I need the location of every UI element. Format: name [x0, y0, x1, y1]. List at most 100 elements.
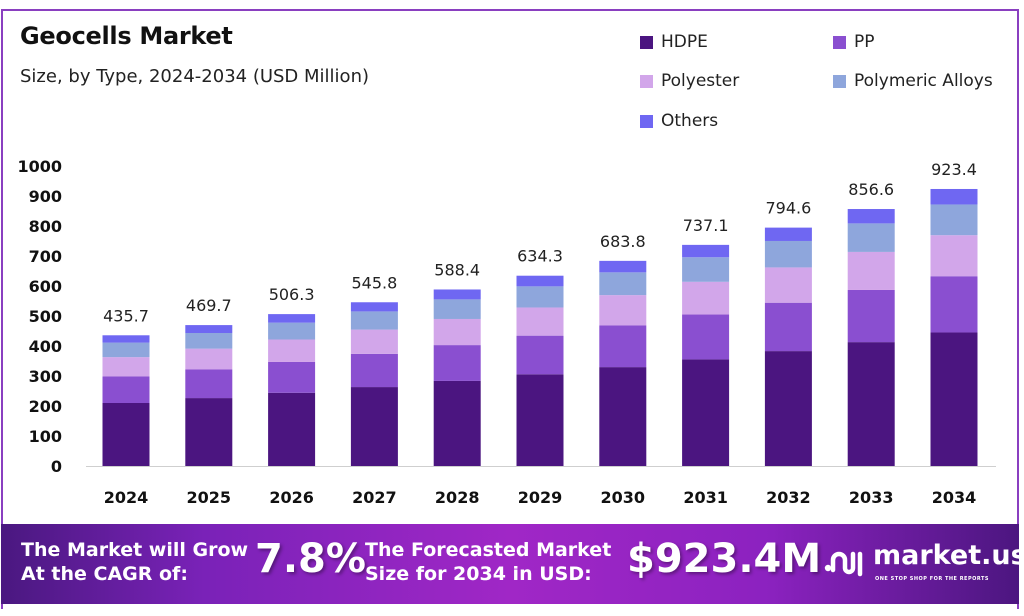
- bar-segment-hdpe: [268, 392, 316, 466]
- bar-segment-pp: [682, 314, 730, 360]
- chart-title: Geocells Market: [20, 22, 233, 50]
- bar-segment-pp: [599, 325, 647, 368]
- bar-segment-hdpe: [516, 374, 564, 466]
- bar-segment-polymeric-alloys: [350, 311, 398, 330]
- legend-swatch-polymeric-alloys: [833, 74, 846, 88]
- y-tick-label: 1000: [17, 157, 62, 176]
- legend-label-polymeric-alloys: Polymeric Alloys: [854, 71, 993, 91]
- bar-segment-others: [185, 325, 233, 334]
- bar-total-label: 506.3: [269, 285, 315, 304]
- x-tick-label: 2028: [435, 488, 480, 507]
- legend-swatch-pp: [833, 35, 846, 49]
- bar-segment-polyester: [433, 318, 481, 346]
- bar-segment-polymeric-alloys: [930, 204, 978, 236]
- legend-item-hdpe: HDPE: [640, 32, 708, 52]
- bar-segment-hdpe: [102, 403, 150, 466]
- bar-total-label: 588.4: [434, 260, 480, 279]
- y-tick-label: 500: [29, 307, 62, 326]
- bar-total-label: 469.7: [186, 296, 232, 315]
- bar-total-label: 737.1: [683, 216, 729, 235]
- legend-label-pp: PP: [854, 32, 875, 52]
- bar-segment-pp: [764, 302, 812, 352]
- bar-total-label: 634.3: [517, 247, 563, 266]
- x-tick-label: 2033: [849, 488, 894, 507]
- chart-frame: [1, 9, 1019, 609]
- bar-segment-polyester: [764, 267, 812, 303]
- y-tick-label: 300: [29, 367, 62, 386]
- x-tick-label: 2030: [601, 488, 646, 507]
- bar-segment-others: [764, 227, 812, 241]
- bar-total-label: 683.8: [600, 232, 646, 251]
- y-tick-label: 200: [29, 397, 62, 416]
- bar-segment-pp: [268, 361, 316, 393]
- bar-segment-polyester: [268, 339, 316, 362]
- legend-label-hdpe: HDPE: [661, 32, 708, 52]
- bar-segment-polymeric-alloys: [516, 286, 564, 308]
- cagr-caption-line1: The Market will Grow: [21, 539, 249, 561]
- bar-segment-polymeric-alloys: [847, 223, 895, 252]
- bar-segment-hdpe: [764, 351, 812, 466]
- legend-swatch-others: [640, 114, 653, 128]
- forecast-caption-line1: The Forecasted Market: [365, 539, 612, 561]
- bar-segment-polyester: [847, 251, 895, 290]
- bar-segment-polyester: [102, 357, 150, 377]
- cagr-value: 7.8%: [255, 536, 366, 582]
- bar-segment-pp: [102, 376, 150, 403]
- logo-tagline: ONE STOP SHOP FOR THE REPORTS: [875, 576, 990, 582]
- bar-total-label: 856.6: [848, 180, 894, 199]
- bar-segment-pp: [516, 335, 564, 375]
- x-tick-label: 2027: [352, 488, 397, 507]
- legend-item-polyester: Polyester: [640, 71, 739, 91]
- bar-segment-others: [599, 260, 647, 273]
- bar-segment-pp: [433, 345, 481, 381]
- cagr-caption-line2: At the CAGR of:: [21, 563, 188, 585]
- bar-total-label: 923.4: [931, 160, 977, 179]
- bar-segment-polyester: [930, 235, 978, 277]
- x-tick-label: 2032: [766, 488, 811, 507]
- summary-banner: The Market will Grow At the CAGR of: 7.8…: [1, 524, 1024, 604]
- bar-total-label: 794.6: [765, 199, 811, 218]
- bar-segment-polyester: [516, 307, 564, 336]
- bar-segment-polymeric-alloys: [185, 333, 233, 349]
- legend-swatch-polyester: [640, 74, 653, 88]
- bar-segment-polymeric-alloys: [102, 342, 150, 358]
- bar-segment-hdpe: [930, 332, 978, 466]
- cagr-caption: The Market will Grow At the CAGR of:: [21, 538, 248, 586]
- x-tick-label: 2034: [932, 488, 977, 507]
- legend-label-polyester: Polyester: [661, 71, 740, 91]
- bar-segment-hdpe: [185, 398, 233, 466]
- x-tick-label: 2025: [187, 488, 232, 507]
- bar-segment-others: [268, 314, 316, 323]
- bar-segment-polyester: [682, 281, 730, 315]
- bar-segment-polymeric-alloys: [682, 257, 730, 282]
- bar-segment-others: [516, 275, 564, 287]
- bar-segment-others: [433, 289, 481, 300]
- y-tick-label: 100: [29, 427, 62, 446]
- bar-segment-polymeric-alloys: [764, 240, 812, 268]
- y-tick-label: 700: [29, 247, 62, 266]
- bar-segment-polyester: [350, 329, 398, 354]
- y-tick-label: 400: [29, 337, 62, 356]
- bar-segment-others: [930, 188, 978, 205]
- x-tick-label: 2026: [269, 488, 314, 507]
- legend-label-others: Others: [661, 111, 719, 131]
- x-tick-label: 2024: [104, 488, 149, 507]
- bar-segment-polymeric-alloys: [268, 322, 316, 340]
- bar-segment-others: [682, 244, 730, 258]
- bar-segment-pp: [350, 353, 398, 388]
- forecast-caption-line2: Size for 2034 in USD:: [365, 563, 592, 585]
- bar-total-label: 435.7: [103, 306, 149, 325]
- legend-item-pp: PP: [833, 32, 875, 52]
- legend-swatch-hdpe: [640, 35, 653, 49]
- forecast-value: $923.4M: [627, 536, 822, 582]
- bar-segment-others: [102, 335, 150, 343]
- logo-name: market.us: [873, 540, 1024, 571]
- bar-segment-hdpe: [350, 387, 398, 466]
- bar-segment-hdpe: [599, 367, 647, 466]
- bar-segment-hdpe: [433, 380, 481, 466]
- y-tick-label: 0: [51, 457, 62, 476]
- bar-segment-polyester: [599, 295, 647, 326]
- chart-subtitle: Size, by Type, 2024-2034 (USD Million): [20, 66, 369, 87]
- y-tick-label: 600: [29, 277, 62, 296]
- x-tick-label: 2029: [518, 488, 563, 507]
